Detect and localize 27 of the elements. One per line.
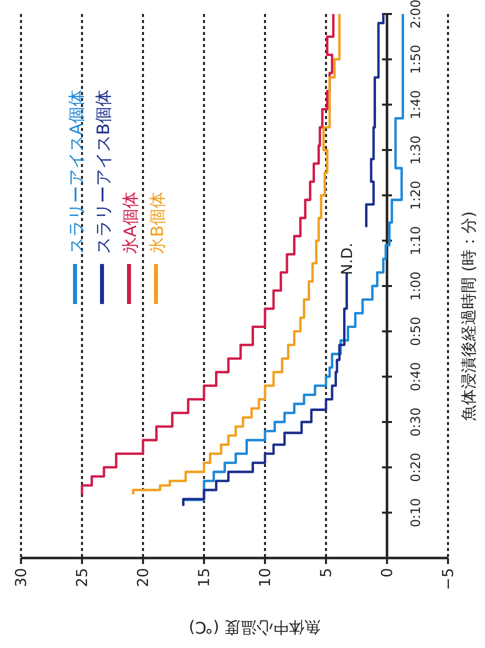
y-tick-label: 1:40 xyxy=(409,90,424,120)
x-tick-label: 30 xyxy=(12,568,30,588)
y-tick-label: 0:20 xyxy=(409,452,424,482)
y-tick-label: 1:00 xyxy=(409,271,424,301)
x-tick-label: 0 xyxy=(378,568,396,578)
x-axis-title: 魚体中心温度 (℃) xyxy=(188,618,320,637)
y-tick-label: 1:50 xyxy=(409,44,424,74)
text: 氷B個体 xyxy=(148,191,168,254)
y-tick-label: 2:00 xyxy=(409,0,424,29)
y-tick-label: 0:10 xyxy=(409,498,424,528)
text: スラリーアイスB個体 xyxy=(94,89,114,254)
y-tick-label: 1:10 xyxy=(409,226,424,256)
x-tick-label: 20 xyxy=(134,568,152,588)
x-tick-label: 15 xyxy=(195,568,213,588)
text: 氷A個体 xyxy=(121,191,141,254)
y-tick-label: 0:50 xyxy=(409,316,424,346)
annotation: N.D. xyxy=(338,242,356,275)
x-tick-label: 25 xyxy=(73,568,91,588)
y-tick-label: 1:30 xyxy=(409,135,424,165)
y-tick-label: 1:20 xyxy=(409,180,424,210)
x-tick-label: −5 xyxy=(439,568,457,590)
x-tick-label: 5 xyxy=(317,568,335,578)
y-axis-title: 魚体浸漬後経過時間 (時：分) xyxy=(459,211,478,421)
y-tick-label: 0:40 xyxy=(409,362,424,392)
text: スラリーアイスA個体 xyxy=(67,89,87,254)
x-tick-label: 10 xyxy=(256,568,274,588)
y-tick-label: 0:30 xyxy=(409,407,424,437)
